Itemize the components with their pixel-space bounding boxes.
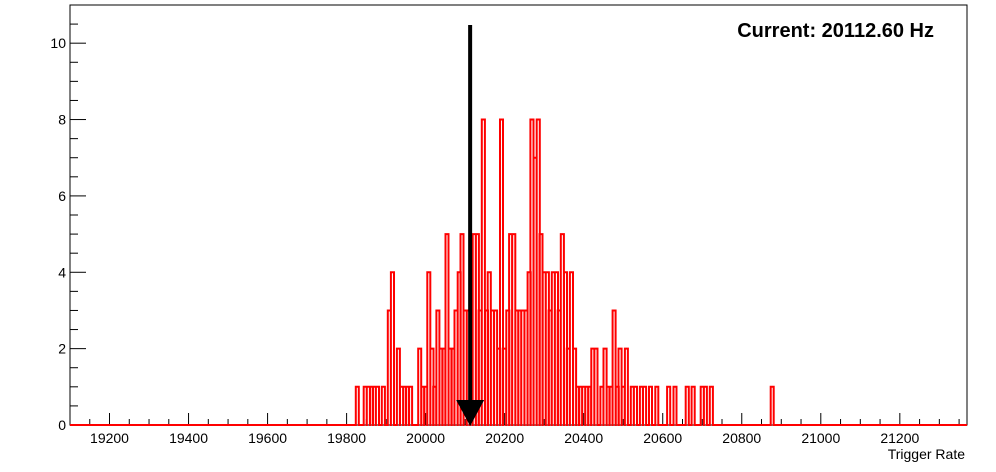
x-tick-label: 20600: [643, 430, 682, 446]
histogram-layer: [70, 118, 967, 426]
x-tick-label: 20200: [485, 430, 524, 446]
current-arrow-head: [456, 400, 485, 426]
x-tick-label: 19200: [90, 430, 129, 446]
x-tick-label: 20800: [722, 430, 761, 446]
x-tick-label: 20000: [406, 430, 445, 446]
histogram-outline: [70, 118, 967, 426]
x-tick-label: 19600: [248, 430, 287, 446]
current-rate-label: Current: 20112.60 Hz: [737, 20, 934, 42]
y-tick-label: 6: [58, 188, 66, 204]
y-tick-label: 10: [50, 35, 66, 51]
y-tick-label: 8: [58, 112, 66, 128]
y-tick-label: 4: [58, 264, 66, 280]
x-tick-label: 21200: [880, 430, 919, 446]
x-tick-label: 19800: [327, 430, 366, 446]
x-tick-label: 20400: [564, 430, 603, 446]
current-marker: [456, 25, 485, 426]
y-tick-label: 2: [58, 341, 66, 357]
y-tick-label: 0: [58, 417, 66, 433]
x-axis-title: Trigger Rate: [888, 446, 966, 462]
x-tick-label: 21000: [801, 430, 840, 446]
x-tick-label: 19400: [169, 430, 208, 446]
x-axis: 19200 19400 19600 19800 20000 20200 20400 20600…: [69, 413, 960, 446]
